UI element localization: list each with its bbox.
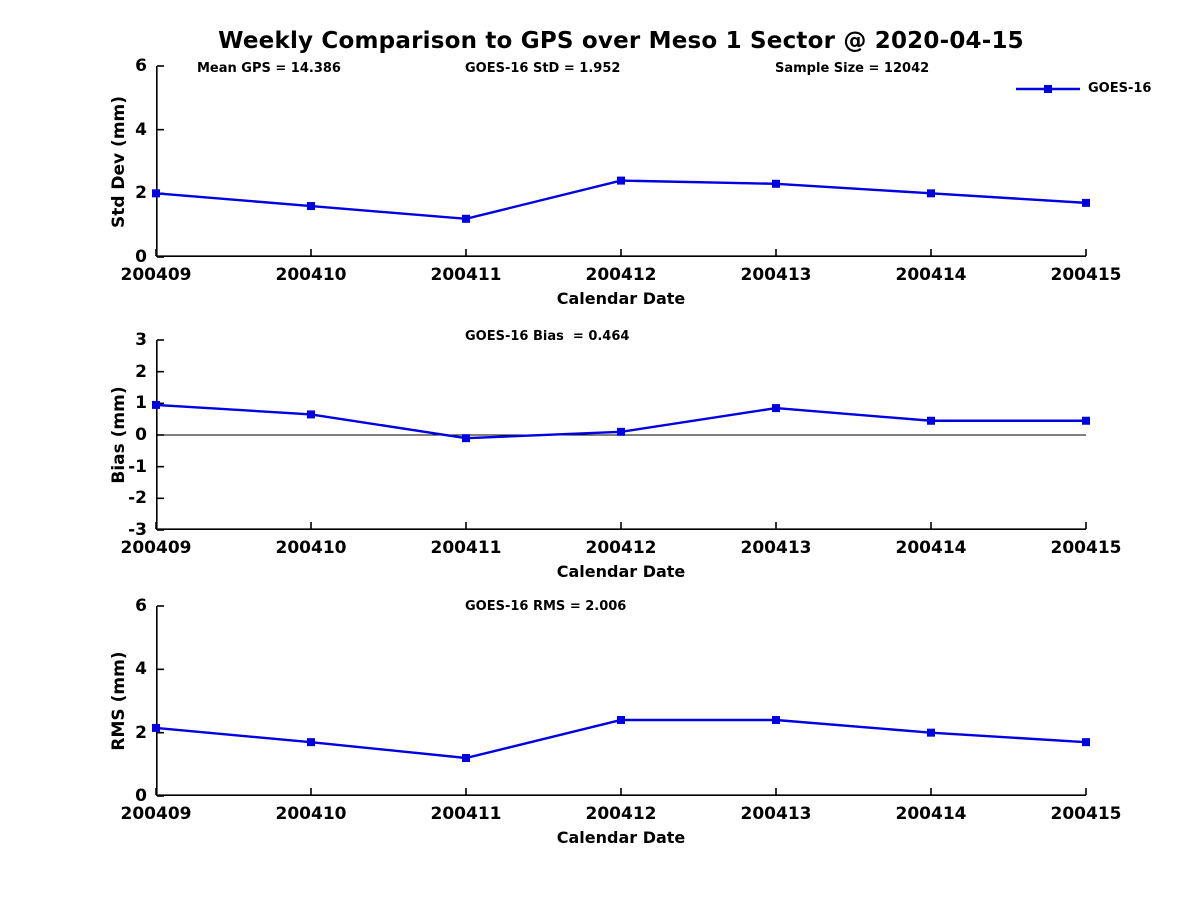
data-point-marker [152,400,160,409]
x-tick-label: 200415 [1050,538,1122,558]
data-point-marker [772,716,780,724]
y-tick-label: 4 [135,119,147,140]
x-tick-label: 200410 [275,265,347,285]
legend: GOES-16 [1015,81,1151,97]
y-tick-label: -1 [128,456,147,477]
plot-area [152,339,1090,531]
data-point-marker [462,434,470,443]
y-axis-label: RMS (mm) [109,651,129,751]
y-tick-label: 6 [135,56,147,76]
x-tick-label: 200412 [585,265,657,285]
plot-area [152,605,1090,797]
annotation-goes16-std: GOES-16 StD = 1.952 [465,61,621,76]
data-point-marker [772,404,780,413]
data-point-marker [927,189,935,198]
y-tick-label: 2 [135,361,147,382]
series-line-goes16 [155,179,1087,221]
y-axis-label: Std Dev (mm) [109,95,129,228]
x-tick-label: 200414 [895,538,967,558]
y-tick-label: 4 [135,659,147,680]
x-tick-label: 200415 [1050,804,1122,824]
legend-line-marker-icon [1016,85,1080,93]
legend-label: GOES-16 [1088,81,1152,96]
x-tick-label: 200411 [430,538,502,558]
y-tick-label: 2 [135,722,147,743]
data-point-marker [772,179,780,188]
data-point-marker [307,202,315,211]
y-tick-label: 0 [135,786,147,806]
x-tick-label: 200413 [740,804,812,824]
x-tick-label: 200412 [585,538,657,558]
data-point-marker [1082,416,1090,425]
x-tick-label: 200411 [430,265,502,285]
x-axis-label: Calendar Date [556,828,686,847]
series-line-goes16 [155,718,1087,760]
x-tick-label: 200413 [740,538,812,558]
x-tick-label: 200409 [120,804,192,824]
y-tick-label: -3 [128,520,147,540]
data-point-marker [927,728,935,737]
data-point-marker [617,176,625,185]
x-tick-label: 200410 [275,804,347,824]
data-point-marker [617,427,625,436]
x-tick-label: 200409 [120,265,192,285]
figure-title: Weekly Comparison to GPS over Meso 1 Sec… [218,28,1024,54]
x-tick-label: 200414 [895,804,967,824]
x-axis-label: Calendar Date [556,289,686,308]
data-point-marker [462,754,470,762]
x-tick-label: 200414 [895,265,967,285]
data-point-marker [1082,198,1090,207]
annotation-mean-gps: Mean GPS = 14.386 [197,61,341,76]
y-tick-label: 0 [135,247,147,267]
x-tick-label: 200411 [430,804,502,824]
annotation-goes16-rms: GOES-16 RMS = 2.006 [465,599,627,614]
data-point-marker [307,410,315,419]
annotation-sample-size: Sample Size = 12042 [775,61,930,76]
y-tick-label: 6 [135,596,147,616]
x-tick-label: 200415 [1050,265,1122,285]
annotation-goes16-bias: GOES-16 Bias = 0.464 [465,329,630,344]
data-point-marker [617,716,625,724]
y-tick-label: 0 [135,425,147,445]
data-point-marker [1082,738,1090,747]
data-point-marker [307,738,315,747]
data-point-marker [152,723,160,732]
y-tick-label: 2 [135,183,147,204]
x-tick-label: 200409 [120,538,192,558]
y-tick-label: -2 [128,488,147,509]
data-point-marker [927,416,935,425]
x-tick-label: 200412 [585,804,657,824]
x-tick-label: 200413 [740,265,812,285]
plot-area [152,65,1090,258]
y-axis-label: Bias (mm) [109,386,129,484]
x-axis-label: Calendar Date [556,562,686,581]
data-point-marker [462,214,470,223]
y-tick-label: 1 [135,393,147,414]
data-point-marker [152,189,160,198]
y-tick-label: 3 [135,330,147,350]
x-tick-label: 200410 [275,538,347,558]
